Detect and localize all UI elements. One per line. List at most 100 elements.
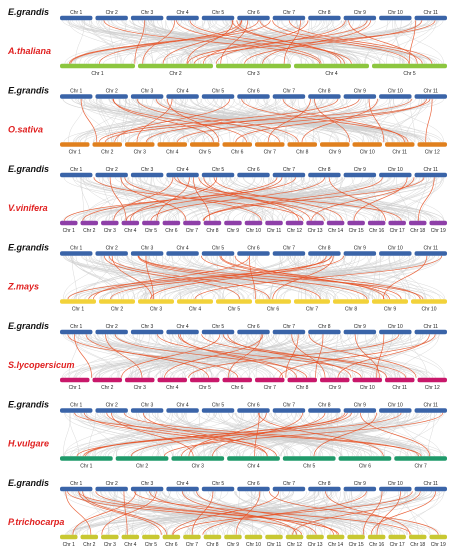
background-link — [345, 98, 379, 143]
background-link — [91, 491, 246, 535]
background-link — [183, 491, 432, 535]
background-link — [81, 177, 85, 221]
reference-chromosome-label: Chr 4 — [176, 10, 188, 16]
target-species-label: V.vinifera — [8, 203, 48, 213]
background-link — [320, 98, 394, 143]
target-chromosome-bar — [60, 142, 90, 147]
target-chromosome-label: Chr 11 — [267, 542, 282, 548]
reference-chromosome-bar — [95, 408, 128, 413]
target-chromosome-bar — [121, 534, 140, 540]
background-link — [317, 491, 383, 535]
background-link — [132, 334, 202, 378]
reference-chromosome-bar — [201, 94, 235, 99]
target-chromosome-label: Chr 6 — [359, 464, 371, 470]
background-link — [185, 334, 430, 378]
target-chromosome-bar — [190, 142, 220, 147]
target-chromosome-bar — [80, 534, 99, 540]
reference-chromosome-bar — [60, 408, 93, 413]
background-link — [264, 412, 312, 457]
highlight-link — [95, 491, 338, 535]
background-link — [399, 20, 417, 64]
background-link — [342, 255, 446, 300]
target-chromosome-bar — [80, 220, 99, 226]
highlight-link — [354, 334, 380, 378]
highlight-link — [191, 491, 214, 535]
highlight-link — [220, 20, 249, 64]
highlight-link — [176, 20, 322, 64]
reference-chromosome-bar — [130, 15, 164, 21]
reference-chromosome-bar — [272, 172, 306, 178]
background-link — [180, 20, 412, 64]
background-link — [353, 334, 424, 378]
target-chromosome-label: Chr 6 — [165, 228, 177, 234]
background-link — [159, 491, 240, 535]
highlight-link — [257, 412, 384, 457]
background-link — [91, 20, 220, 64]
reference-chromosome-bar — [95, 172, 128, 178]
highlight-link — [202, 177, 425, 221]
background-link — [98, 177, 187, 221]
target-chromosome-label: Chr 12 — [287, 228, 302, 234]
reference-chromosome-label: Chr 2 — [106, 89, 118, 95]
target-chromosome-label: Chr 5 — [145, 228, 157, 234]
reference-species-label: E.grandis — [8, 86, 49, 96]
background-link — [127, 98, 339, 143]
background-link — [83, 20, 231, 64]
target-chromosome-bar — [121, 220, 140, 226]
background-link — [407, 412, 432, 457]
background-link — [101, 255, 124, 300]
reference-chromosome-label: Chr 8 — [318, 481, 330, 487]
background-link — [215, 412, 244, 457]
target-chromosome-label: Chr 9 — [329, 385, 341, 391]
background-link — [254, 20, 335, 64]
background-link — [207, 255, 339, 300]
highlight-link — [138, 255, 368, 300]
background-link — [270, 255, 281, 300]
target-chromosome-bar — [388, 220, 406, 226]
background-link — [90, 255, 434, 300]
background-link — [217, 334, 280, 378]
background-link — [84, 177, 129, 221]
reference-chromosome-bar — [343, 172, 377, 178]
target-chromosome-bar — [157, 142, 187, 147]
highlight-link — [120, 177, 187, 221]
background-link — [79, 255, 409, 300]
highlight-link — [105, 334, 143, 378]
target-chromosome-label: Chr 5 — [303, 464, 315, 470]
background-link — [107, 491, 116, 535]
reference-chromosome-label: Chr 9 — [354, 167, 366, 173]
background-link — [290, 334, 363, 378]
background-link — [136, 177, 391, 221]
target-chromosome-bar — [216, 63, 291, 69]
target-chromosome-bar — [60, 377, 90, 383]
highlight-link — [267, 98, 311, 143]
highlight-link — [272, 20, 423, 64]
reference-chromosome-label: Chr 11 — [423, 246, 438, 252]
background-link — [378, 98, 430, 143]
target-chromosome-label: Chr 8 — [296, 385, 308, 391]
target-chromosome-bar — [294, 299, 330, 304]
reference-chromosome-label: Chr 5 — [212, 246, 224, 252]
background-link — [70, 255, 136, 300]
reference-chromosome-bar — [130, 94, 164, 99]
background-link — [186, 491, 408, 535]
highlight-link — [172, 491, 413, 535]
background-link — [368, 255, 416, 300]
reference-chromosome-label: Chr 8 — [318, 246, 330, 252]
reference-chromosome-label: Chr 4 — [176, 89, 188, 95]
highlight-link — [177, 334, 298, 378]
target-chromosome-label: Chr 4 — [124, 228, 136, 234]
reference-chromosome-bar — [308, 94, 341, 99]
background-link — [102, 334, 275, 378]
background-link — [74, 334, 393, 378]
reference-chromosome-label: Chr 6 — [247, 481, 259, 487]
target-chromosome-label: Chr 4 — [189, 307, 201, 313]
background-link — [72, 412, 174, 457]
highlight-link — [376, 491, 401, 535]
highlight-link — [82, 491, 167, 535]
background-link — [399, 412, 441, 457]
background-link — [260, 20, 347, 64]
background-link — [107, 412, 260, 457]
target-chromosome-bar — [183, 534, 201, 540]
highlight-link — [150, 255, 327, 300]
